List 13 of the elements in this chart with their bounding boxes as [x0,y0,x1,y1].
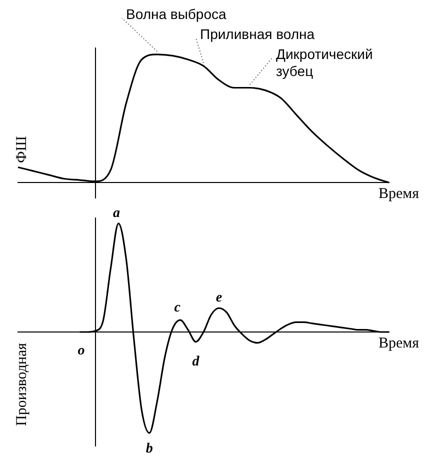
text: a [112,206,120,222]
x-axis-title: Время [378,186,420,202]
annotation: o [78,344,85,359]
text: Приливная волна [200,26,315,42]
annotation: c [174,300,182,316]
annotation: e [216,290,222,306]
y-axis-title: Производная [14,342,30,426]
text: Волна выброса [126,6,226,22]
y-axis-title: ФШ [14,136,30,163]
text: b [146,442,153,457]
x-axis-title: Время [378,335,420,352]
annotation: Дикротический зубец [276,46,373,79]
annotation: d [192,354,200,370]
